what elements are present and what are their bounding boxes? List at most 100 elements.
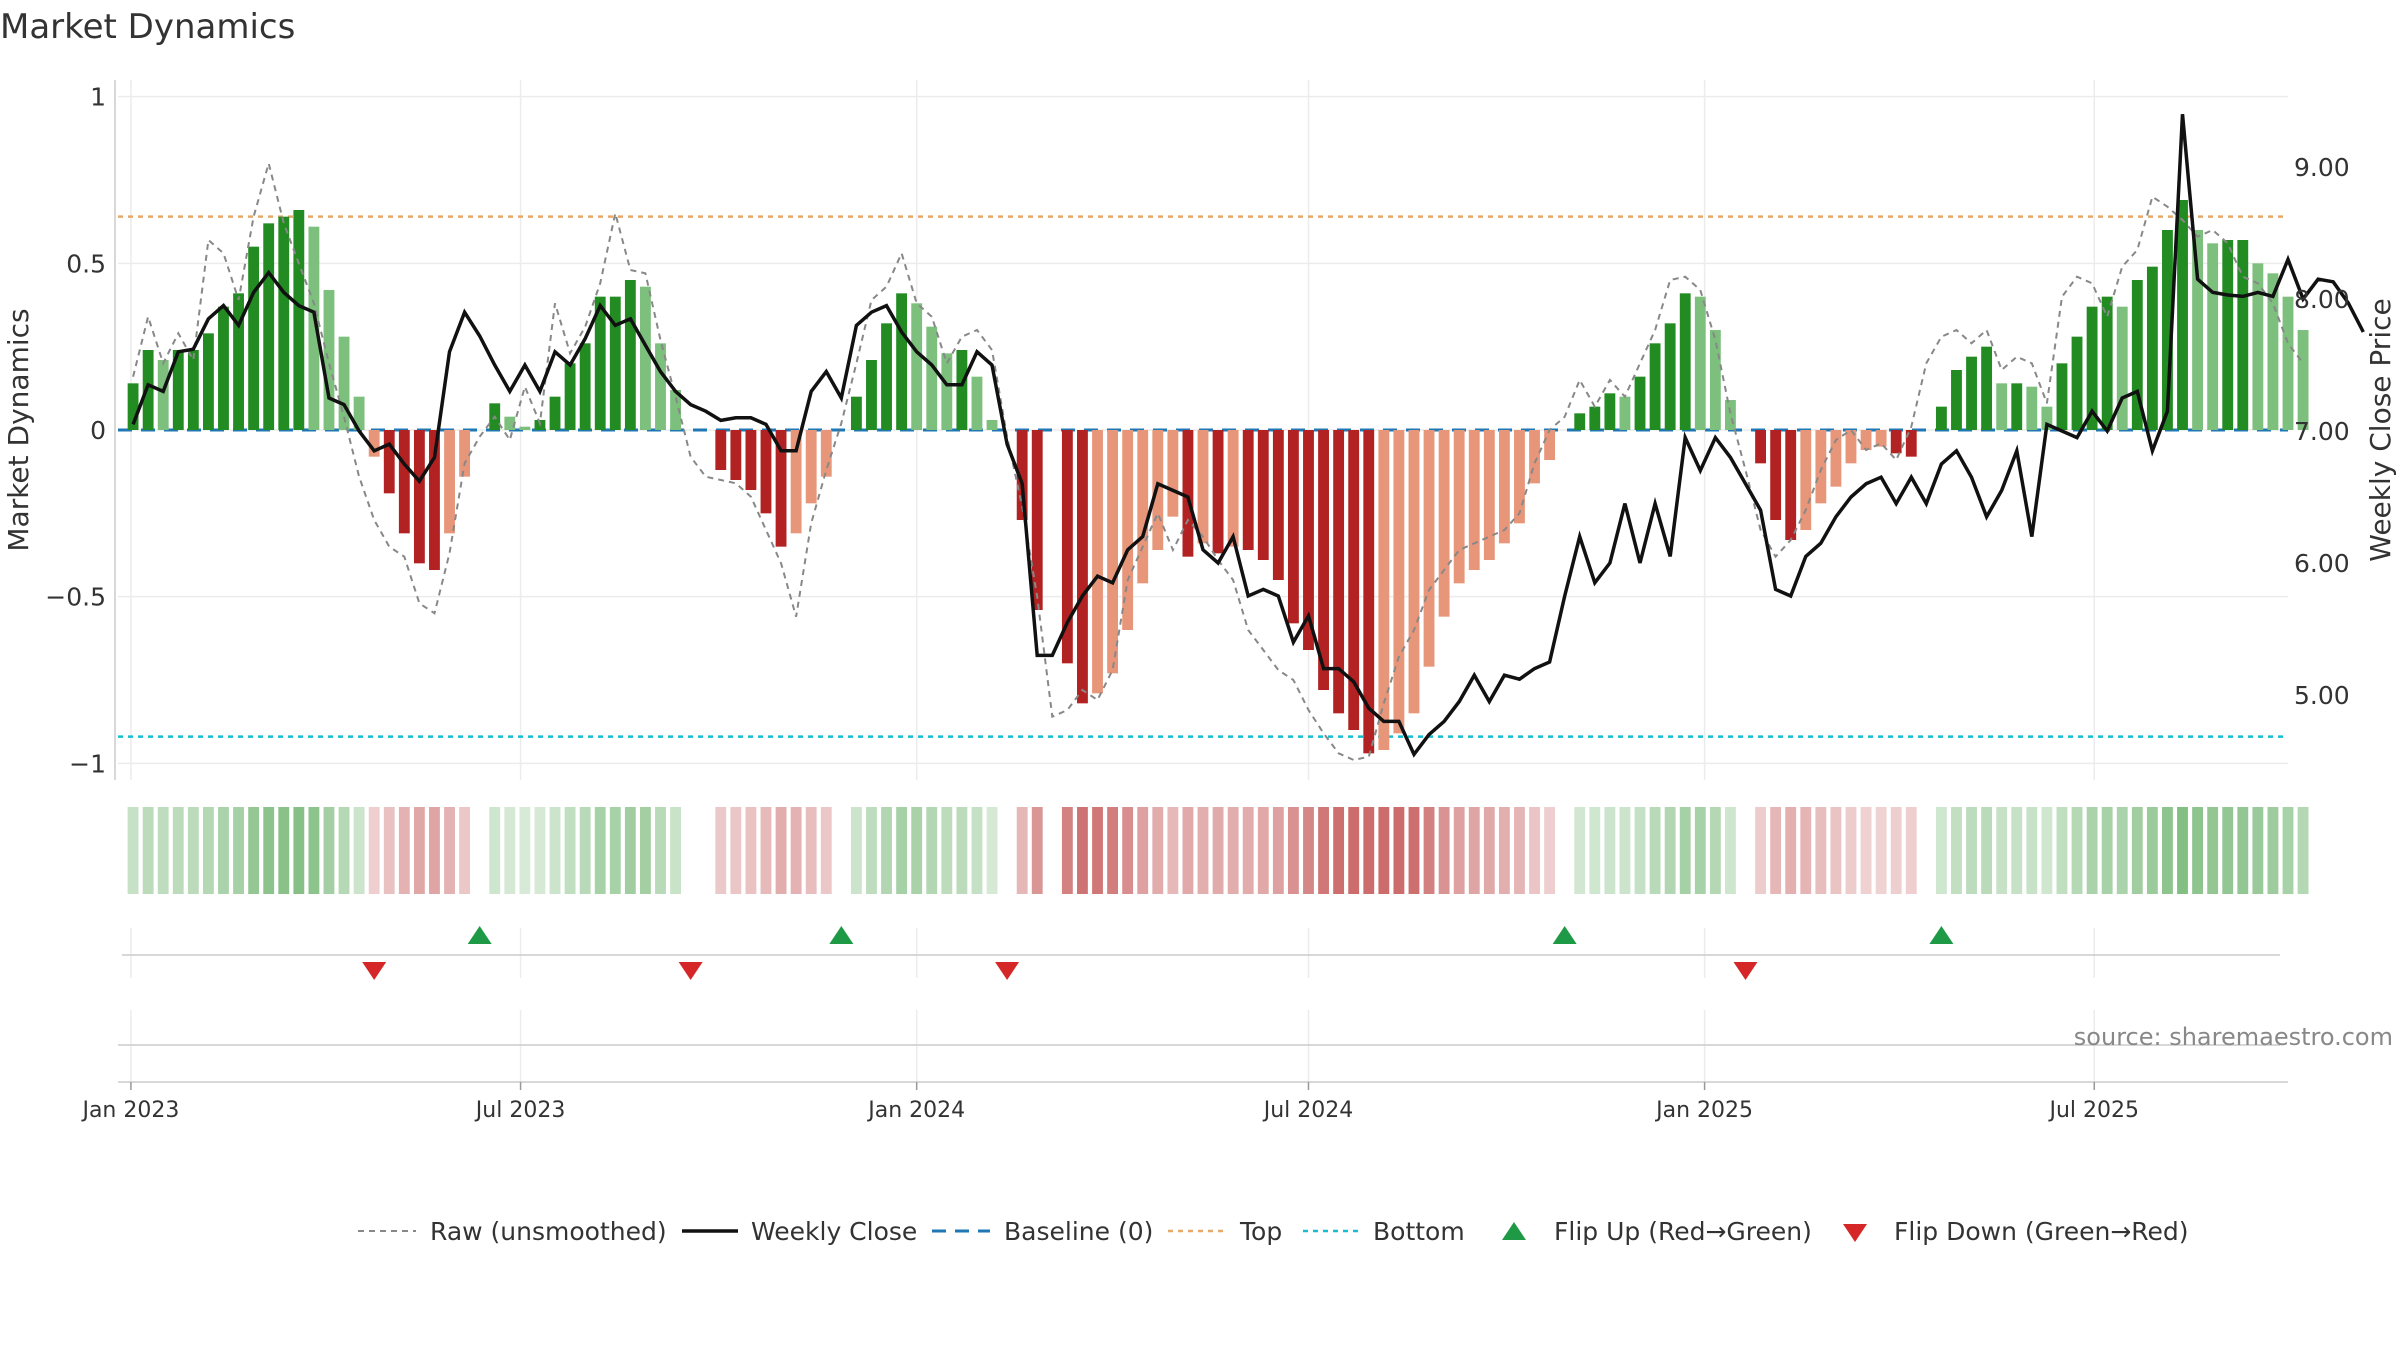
dynamics-bar — [2297, 330, 2309, 430]
dynamics-bar — [2041, 406, 2053, 430]
legend-raw-label: Raw (unsmoothed) — [430, 1217, 667, 1246]
dynamics-bar — [1212, 430, 1224, 554]
dynamics-bar — [1468, 430, 1480, 570]
regime-cell — [1785, 807, 1797, 894]
legend-baseline-label: Baseline (0) — [1004, 1217, 1153, 1246]
dynamics-bar — [1890, 430, 1902, 454]
regime-cell — [2116, 807, 2128, 894]
dynamics-bar — [1905, 430, 1917, 457]
dynamics-bar — [1408, 430, 1420, 714]
dynamics-bar — [1875, 430, 1887, 447]
regime-cell — [1363, 807, 1375, 894]
regime-cell — [881, 807, 892, 894]
dynamics-bar — [413, 430, 425, 564]
left-axis-label: Market Dynamics — [2, 308, 35, 551]
regime-cell — [1875, 807, 1887, 894]
dynamics-bar — [760, 430, 772, 514]
dynamics-bar — [2267, 273, 2279, 430]
dynamics-bar — [1514, 430, 1525, 524]
dynamics-bar — [2162, 230, 2173, 430]
regime-cell — [1408, 807, 1420, 894]
dynamics-bar — [1438, 430, 1450, 617]
x-tick-label: Jan 2024 — [866, 1098, 965, 1123]
dynamics-bar — [1137, 430, 1149, 584]
regime-cell — [504, 807, 516, 894]
regime-cell — [127, 807, 139, 894]
dynamics-bar — [745, 430, 757, 490]
dynamics-bar — [1257, 430, 1269, 560]
regime-cell — [1303, 807, 1314, 894]
right-tick-label: 6.00 — [2294, 549, 2350, 578]
dynamics-bar — [1770, 430, 1782, 520]
dynamics-bar — [2282, 296, 2294, 430]
flip-down-marker — [678, 962, 703, 980]
dynamics-bar — [2011, 383, 2023, 430]
dynamics-bar — [2101, 296, 2113, 430]
flip-up-marker — [1929, 926, 1954, 944]
regime-cell — [1905, 807, 1917, 894]
dynamics-bars — [127, 200, 2309, 754]
right-axis-ticks: 9.00 8.00 7.00 6.00 5.00 — [2294, 153, 2350, 710]
dynamics-bar — [383, 430, 395, 494]
dynamics-bar — [2207, 243, 2219, 430]
regime-cell — [1694, 807, 1706, 894]
regime-cell — [805, 807, 817, 894]
regime-cell — [1438, 807, 1450, 894]
legend: Raw (unsmoothed) Weekly Close Baseline (… — [358, 1217, 2189, 1246]
regime-cell — [1107, 807, 1119, 894]
regime-cell — [820, 807, 832, 894]
dynamics-bar — [1951, 370, 1962, 430]
regime-cell — [2056, 807, 2068, 894]
legend-flip-up-icon — [1502, 1222, 1526, 1240]
regime-cell — [2237, 807, 2249, 894]
regime-cell — [218, 807, 229, 894]
regime-cell — [459, 807, 471, 894]
regime-cell — [730, 807, 742, 894]
left-tick-label: −0.5 — [45, 583, 106, 612]
regime-cell — [248, 807, 260, 894]
dynamics-bar — [233, 293, 244, 430]
regime-cell — [2071, 807, 2083, 894]
dynamics-bar — [1393, 430, 1405, 734]
regime-strip — [127, 807, 2309, 894]
regime-cell — [1709, 807, 1721, 894]
regime-cell — [519, 807, 531, 894]
regime-cell — [1122, 807, 1134, 894]
dynamics-bar — [1619, 396, 1631, 430]
regime-cell — [624, 807, 636, 894]
dynamics-bar — [2056, 363, 2068, 430]
regime-cell — [1423, 807, 1435, 894]
regime-cell — [2177, 807, 2188, 894]
x-axis-ticks: Jan 2023 Jul 2023 Jan 2024 Jul 2024 Jan 2025… — [80, 1082, 2139, 1123]
legend-bottom-label: Bottom — [1373, 1217, 1465, 1246]
right-tick-label: 9.00 — [2294, 153, 2350, 182]
right-tick-label: 7.00 — [2294, 417, 2350, 446]
left-tick-label: −1 — [69, 749, 106, 778]
regime-cell — [1212, 807, 1224, 894]
left-tick-label: 0.5 — [66, 249, 106, 278]
dynamics-bar — [398, 430, 410, 534]
x-tick-label: Jul 2023 — [474, 1098, 566, 1123]
flip-down-marker — [362, 962, 387, 980]
regime-cell — [1077, 807, 1088, 894]
dynamics-bar — [1287, 430, 1299, 624]
dynamics-bar — [971, 376, 983, 430]
regime-cell — [1951, 807, 1962, 894]
dynamics-bar — [519, 426, 531, 430]
regime-cell — [609, 807, 621, 894]
legend-top-label: Top — [1239, 1217, 1282, 1246]
dynamics-bar — [896, 293, 908, 430]
regime-cell — [1725, 807, 1736, 894]
flip-markers — [362, 926, 1954, 980]
dynamics-bar — [1107, 430, 1119, 674]
regime-cell — [640, 807, 651, 894]
regime-cell — [2282, 807, 2294, 894]
regime-cell — [941, 807, 953, 894]
dynamics-bar — [986, 420, 998, 430]
dynamics-bar — [1815, 430, 1827, 504]
dynamics-bar — [1604, 393, 1616, 430]
regime-cell — [2146, 807, 2158, 894]
regime-cell — [655, 807, 666, 894]
regime-cell — [1483, 807, 1495, 894]
